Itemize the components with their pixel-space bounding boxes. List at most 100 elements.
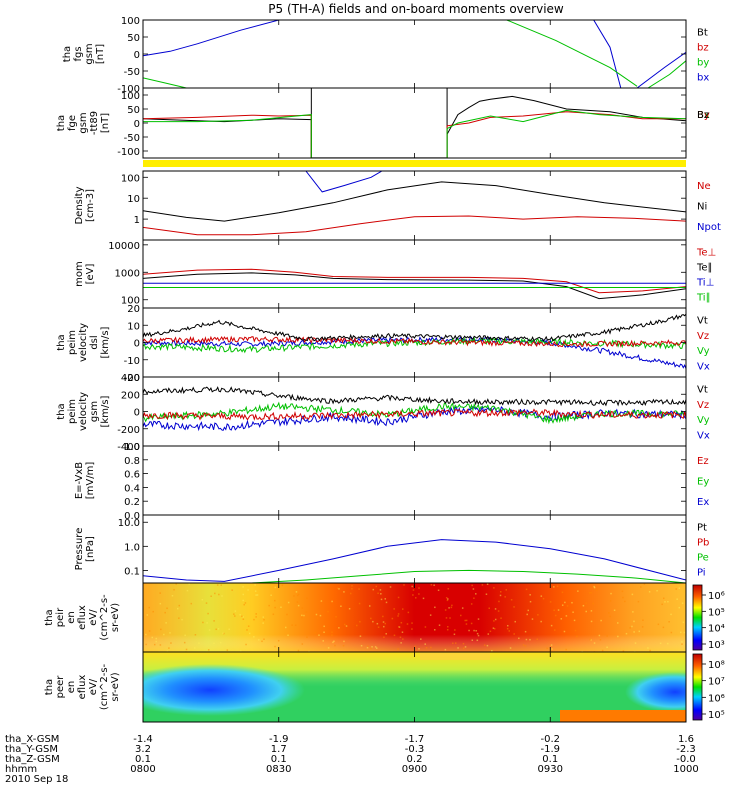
peer-colorbar-tick: 10⁸ bbox=[708, 660, 725, 671]
velgsm-plot-area bbox=[143, 386, 686, 432]
peir-colorbar: 10⁶ 10⁵ 10⁴ 10³ bbox=[692, 584, 725, 651]
panel-peir: 10⁶ 10⁵ 10⁴ 10³ tha peir en eflux eV/(cm^2-s-sr-… bbox=[44, 582, 725, 653]
xaxis-tick-label: 0900 bbox=[402, 764, 427, 775]
fge-legend-item: Bx bbox=[697, 110, 710, 121]
fgs-frame bbox=[142, 19, 687, 89]
peir-ylabel: en bbox=[66, 611, 77, 624]
mom-series-te bbox=[143, 268, 686, 294]
fgs-ylabel: [nT] bbox=[95, 44, 106, 64]
peir-plot-area bbox=[143, 583, 686, 652]
velgsm-legend-item: Vx bbox=[697, 430, 710, 441]
mom-legend: Te⊥ Te∥ Ti⊥ Ti∥ bbox=[696, 248, 716, 304]
peer-ylabel: tha bbox=[44, 679, 55, 695]
efield-ytick: 1.0 bbox=[124, 442, 140, 453]
peer-ylabel: en bbox=[66, 681, 77, 694]
pressure-ytick: 0.1 bbox=[124, 566, 140, 577]
veleb-series-vx bbox=[143, 336, 686, 369]
panel-density: 100 10 1 Density [cm-3] Ne Ni Npot bbox=[74, 170, 721, 241]
panel-mom: 10000 1000 100 mom [eV] Te⊥ Te∥ Ti⊥ Ti∥ bbox=[74, 239, 716, 309]
velgsm-ylabel: velocity bbox=[78, 392, 89, 431]
mom-legend-item: Ti⊥ bbox=[696, 278, 714, 289]
density-ytick: 100 bbox=[121, 173, 140, 184]
peer-spectrogram-band bbox=[560, 710, 686, 722]
pressure-plot-area bbox=[143, 539, 686, 583]
peer-colorbar: 10⁸ 10⁷ 10⁶ 10⁵ bbox=[692, 653, 725, 721]
fgs-series-bx bbox=[593, 20, 622, 88]
peer-colorbar-strip bbox=[692, 653, 703, 721]
fgs-ylabel: fgs bbox=[73, 46, 84, 61]
peer-spectrogram-blob bbox=[143, 664, 305, 716]
veleb-legend-item: Vz bbox=[697, 331, 709, 342]
density-ytick: 1 bbox=[134, 215, 140, 226]
xaxis-tick-label: -1.9 bbox=[540, 744, 560, 755]
velgsm-ytick: 400 bbox=[121, 373, 140, 384]
flag-bar bbox=[143, 160, 686, 167]
mom-legend-item: Te∥ bbox=[696, 263, 713, 274]
panel-efield: 1.0 0.8 0.6 0.4 0.2 0.0 E=-VxB [mV/m] Ez Ey Ex bbox=[74, 442, 709, 522]
fgs-legend-item: Bt bbox=[697, 28, 708, 39]
fge-ytick: -50 bbox=[124, 133, 140, 144]
xaxis-tick-label: 0.1 bbox=[271, 754, 287, 765]
mom-ytick: 100 bbox=[121, 296, 140, 307]
peir-ylabel: tha bbox=[44, 609, 55, 625]
veleb-legend: Vt Vz Vy Vx bbox=[697, 316, 710, 373]
fge-series-bx bbox=[143, 114, 312, 158]
xaxis-tick-label: 0.2 bbox=[407, 754, 423, 765]
veleb-legend-item: Vy bbox=[697, 346, 710, 357]
peir-colorbar-tick: 10³ bbox=[708, 640, 725, 651]
velgsm-legend-item: Vt bbox=[697, 385, 708, 396]
veleb-ytick: -20 bbox=[124, 373, 140, 384]
pressure-legend-item: Pt bbox=[697, 523, 707, 534]
fgs-series-bx bbox=[143, 20, 279, 57]
peer-plot-area bbox=[143, 652, 686, 722]
xaxis-tick-label: 0.1 bbox=[135, 754, 151, 765]
fgs-ytick: -100 bbox=[117, 84, 140, 95]
fgs-ytick: -50 bbox=[124, 67, 140, 78]
peer-ylabel: eflux bbox=[77, 675, 88, 700]
peir-ylabel: eV/ bbox=[88, 609, 99, 626]
fgs-legend: Bt bz by bx bbox=[697, 28, 709, 84]
veleb-ytick: 20 bbox=[127, 304, 140, 315]
velgsm-ylabel: [km/s] bbox=[100, 395, 111, 427]
density-legend-item: Npot bbox=[697, 222, 721, 233]
density-legend-item: Ne bbox=[697, 181, 711, 192]
mom-ytick: 1000 bbox=[115, 268, 140, 279]
fge-series-bz bbox=[446, 95, 686, 158]
density-legend: Ne Ni Npot bbox=[697, 181, 721, 233]
velgsm-ytick: 0 bbox=[134, 408, 140, 419]
xaxis-row-label: hhmm bbox=[5, 764, 37, 775]
mom-ylabel: [eV] bbox=[85, 264, 96, 285]
pressure-legend: Pt Pb Pe Pi bbox=[697, 523, 709, 579]
fge-series-by bbox=[446, 111, 686, 158]
mom-legend-item: Ti∥ bbox=[696, 293, 711, 304]
peir-ylabel: (cm^2-s- bbox=[99, 594, 110, 641]
fge-ytick: 100 bbox=[121, 91, 140, 102]
pressure-series-pi bbox=[143, 539, 686, 582]
peir-ylabel: peir bbox=[55, 607, 66, 627]
velgsm-legend: Vt Vz Vy Vx bbox=[697, 385, 710, 442]
peer-ylabel: sr-eV) bbox=[110, 672, 121, 701]
velgsm-ylabel: peim bbox=[67, 399, 78, 424]
velgsm-ytick: -200 bbox=[117, 425, 140, 436]
velgsm-series-vx bbox=[143, 405, 686, 432]
density-frame bbox=[142, 170, 687, 241]
xaxis-row-label: tha_X-GSM bbox=[5, 734, 59, 745]
efield-ytick: 0.2 bbox=[124, 497, 140, 508]
fgs-ylabel: tha bbox=[62, 46, 73, 62]
efield-legend: Ez Ey Ex bbox=[697, 456, 709, 508]
fgs-series-by bbox=[506, 20, 638, 87]
xaxis-tick-label: 0930 bbox=[538, 764, 563, 775]
veleb-ylabel: dsl bbox=[89, 335, 100, 349]
density-legend-item: Ni bbox=[697, 202, 707, 213]
peir-spectrogram-shade bbox=[143, 583, 686, 652]
density-ylabel: [cm-3] bbox=[85, 189, 96, 222]
pressure-ylabel: Pressure bbox=[74, 528, 85, 571]
peir-colorbar-strip bbox=[692, 584, 703, 651]
pressure-ytick: 10.0 bbox=[118, 518, 140, 529]
fge-plot-area bbox=[143, 88, 686, 158]
veleb-series-vy bbox=[143, 336, 686, 354]
